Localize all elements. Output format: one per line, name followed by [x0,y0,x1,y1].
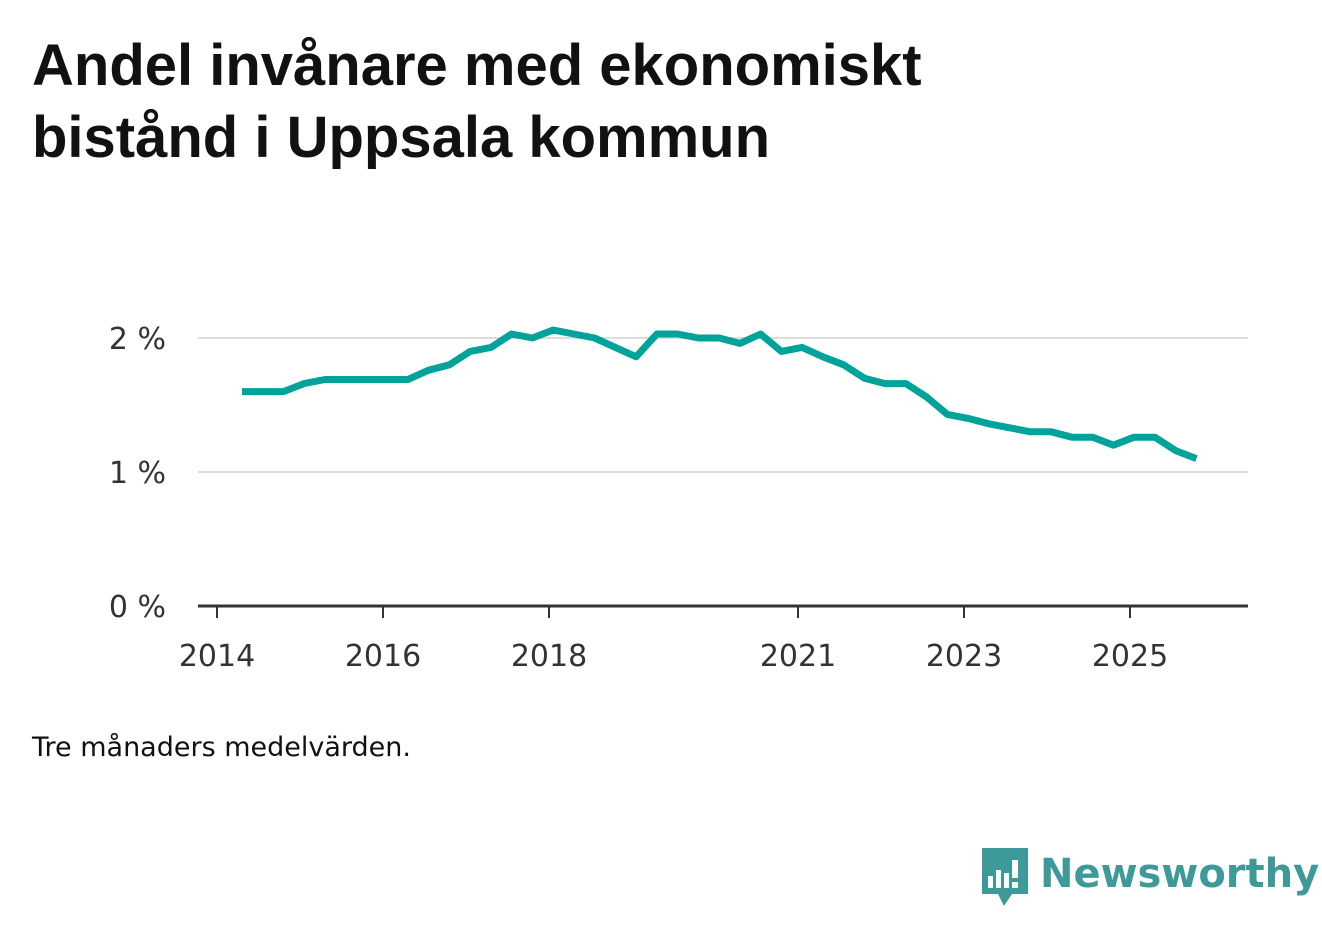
x-axis-labels: 2014 2016 2018 2021 2023 2025 [179,639,1168,674]
bar-chart-speech-bubble-icon [982,848,1028,906]
chart-title-line-1: Andel invånare med ekonomiskt [32,33,922,98]
x-tick-label: 2023 [926,639,1002,674]
chart-title: Andel invånare med ekonomiskt bistånd i … [32,30,1232,174]
x-tick-label: 2016 [345,639,421,674]
x-tick-label: 2021 [760,639,836,674]
chart-note: Tre månaders medelvärden. [32,732,411,763]
x-tick-label: 2014 [179,639,255,674]
gridlines [198,337,1248,473]
y-tick-label: 1 % [109,456,166,491]
brand-name: Newsworthy [1040,851,1320,897]
series-line [241,326,1198,462]
y-tick-label: 0 % [109,590,166,625]
x-tick-label: 2018 [511,639,587,674]
x-axis [198,604,1248,618]
y-tick-label: 2 % [109,322,166,357]
series-layer [241,326,1198,462]
brand-logo: Newsworthy [980,846,1319,910]
y-axis-labels: 0 % 1 % 2 % [109,322,166,625]
chart-title-line-2: bistånd i Uppsala kommun [32,105,770,170]
x-tick-label: 2025 [1092,639,1168,674]
